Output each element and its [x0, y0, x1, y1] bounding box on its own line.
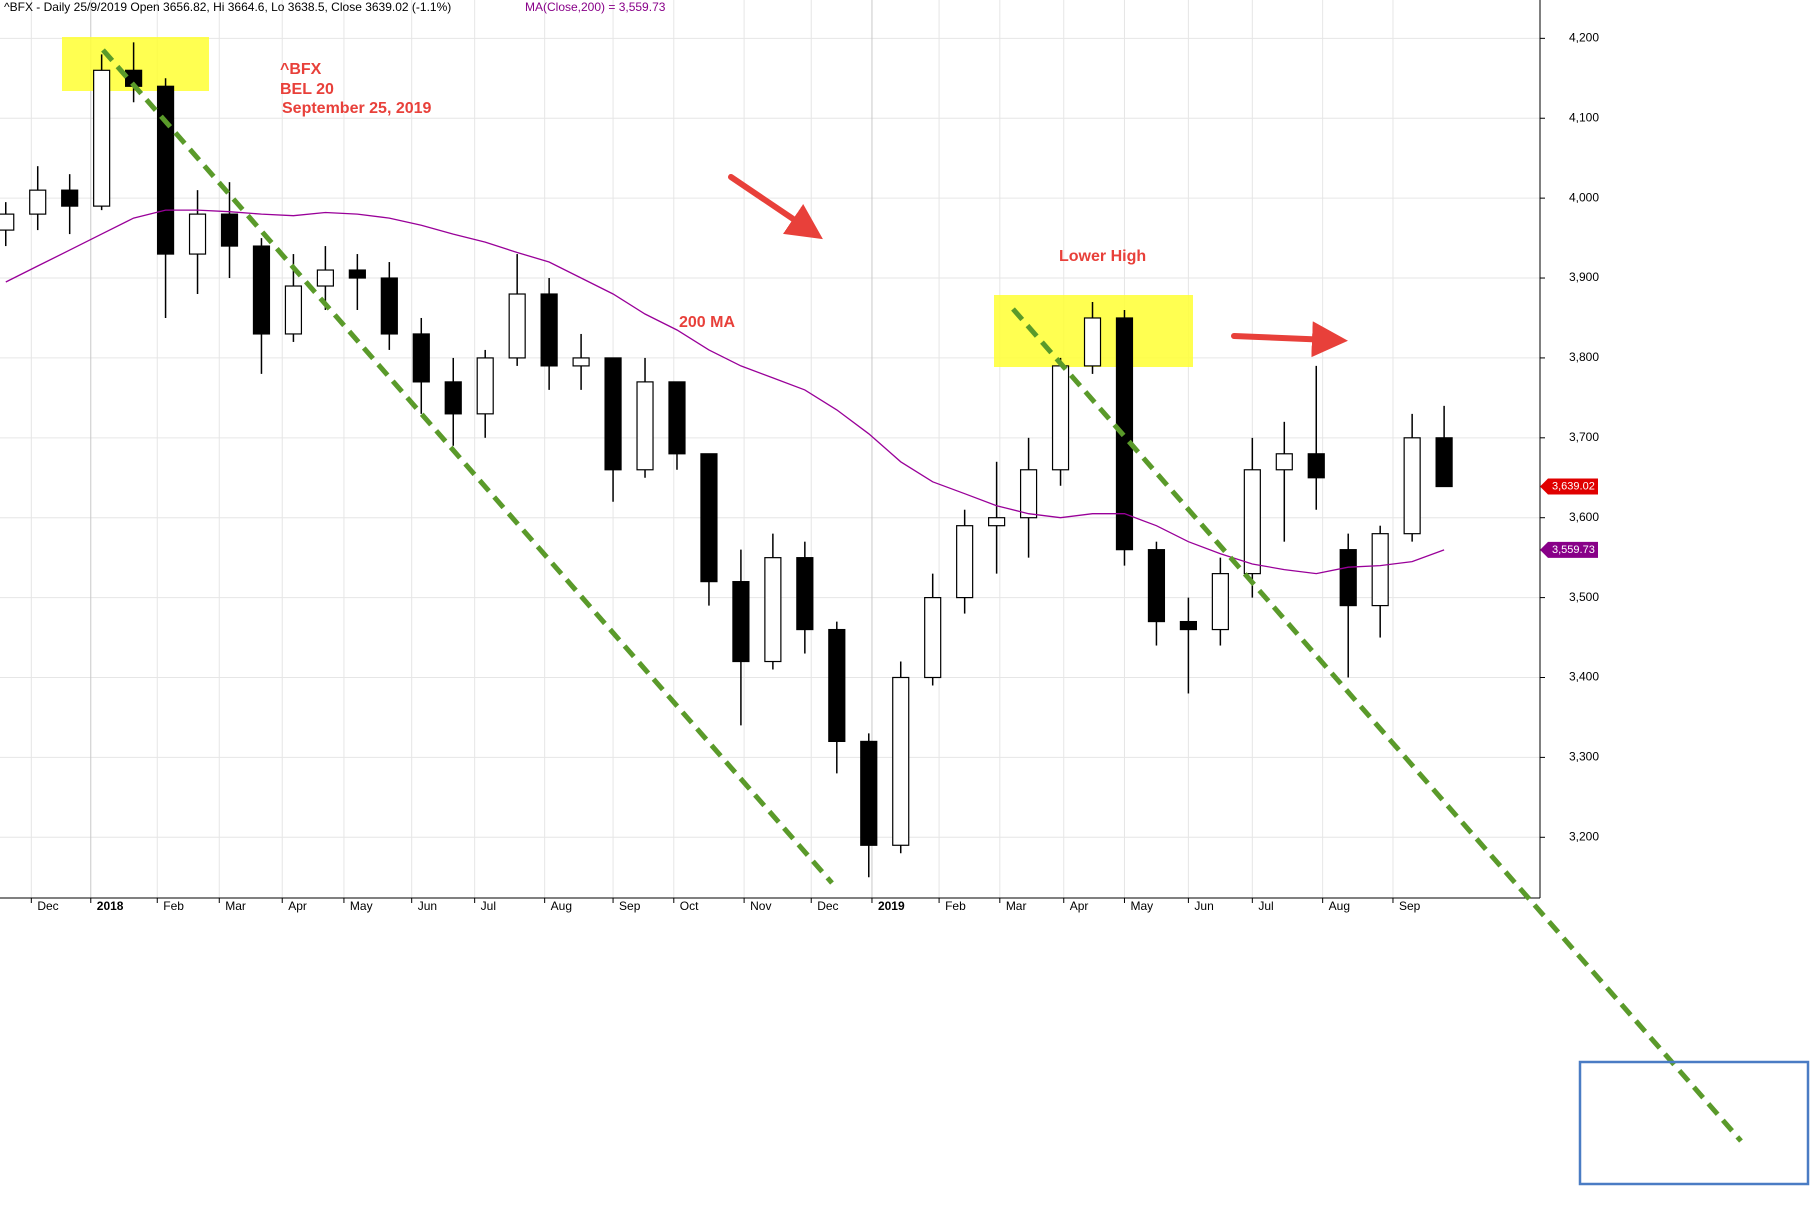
- annotation: September 25, 2019: [282, 100, 432, 117]
- candle-body: [924, 597, 942, 679]
- plot: 3,639.02 3,559.73: [0, 42, 1598, 878]
- candle-body: [700, 453, 718, 583]
- y-tick-label: 4,200: [1569, 31, 1599, 45]
- candle-body: [508, 293, 526, 359]
- candle-body: [348, 269, 366, 279]
- y-tick-label: 3,300: [1569, 750, 1599, 764]
- y-tick-label: 3,700: [1569, 430, 1599, 444]
- y-tick-label: 3,600: [1569, 510, 1599, 524]
- candle-body: [1307, 453, 1325, 479]
- trend-line: [101, 48, 834, 885]
- x-tick-label: Mar: [225, 899, 246, 913]
- x-tick-label: 2018: [97, 899, 124, 913]
- x-tick-label: Jun: [418, 899, 437, 913]
- chart-header: ^BFX - Daily 25/9/2019 Open 3656.82, Hi …: [4, 0, 451, 14]
- candle-body: [444, 381, 462, 415]
- candle-body: [956, 525, 974, 599]
- x-tick-label: Oct: [680, 899, 699, 913]
- target-box: [1578, 1060, 1810, 1186]
- x-tick-label: Sep: [619, 899, 641, 913]
- x-tick-label: Aug: [1329, 899, 1350, 913]
- x-tick-label: Sep: [1399, 899, 1421, 913]
- y-tick-label: 3,400: [1569, 670, 1599, 684]
- candle-body: [572, 357, 590, 367]
- arrow: [728, 174, 823, 240]
- ma-price-tag: [1540, 541, 1598, 558]
- candle-body: [1083, 317, 1102, 367]
- annotation: Lower High: [1059, 248, 1146, 265]
- candle-body: [668, 381, 686, 455]
- candle-body: [604, 357, 622, 471]
- candle-body: [764, 557, 782, 663]
- candle-body: [732, 581, 750, 663]
- ma-price-tag-label: 3,559.73: [1552, 544, 1595, 556]
- candle-body: [29, 189, 47, 215]
- x-tick-label: Jul: [481, 899, 496, 913]
- x-tick-label: Apr: [1070, 899, 1089, 913]
- y-tick-label: 4,100: [1569, 110, 1599, 124]
- candle-body: [1147, 549, 1166, 623]
- y-tick-label: 3,200: [1569, 829, 1599, 843]
- trend-line: [1011, 307, 1743, 1143]
- x-tick-label: May: [1130, 899, 1153, 913]
- candle-body: [156, 85, 175, 255]
- candle-body: [284, 285, 303, 335]
- candle-body: [316, 269, 334, 287]
- candle-body: [220, 213, 239, 247]
- candle-body: [1179, 620, 1198, 631]
- arrow: [1231, 321, 1348, 358]
- x-tick-label: 2019: [878, 899, 905, 913]
- last-price-tag: [1540, 478, 1598, 495]
- y-tick-label: 3,900: [1569, 270, 1599, 284]
- annotation: 200 MA: [679, 314, 735, 331]
- candle-body: [476, 357, 494, 415]
- x-tick-label: Dec: [37, 899, 58, 913]
- candle-body: [1275, 453, 1293, 471]
- x-tick-label: Mar: [1006, 899, 1027, 913]
- x-tick-label: Jul: [1258, 899, 1273, 913]
- x-tick-label: Aug: [551, 899, 572, 913]
- candle-body: [1211, 573, 1229, 631]
- candle-body: [636, 381, 654, 471]
- candle-body: [988, 517, 1006, 527]
- candle-body: [252, 245, 271, 335]
- candle-body: [828, 628, 846, 743]
- annotation: BEL 20: [280, 81, 334, 98]
- candle-body: [0, 213, 15, 231]
- x-tick-label: Dec: [817, 899, 838, 913]
- last-price-tag-label: 3,639.02: [1552, 480, 1595, 492]
- x-tick-label: Jun: [1194, 899, 1213, 913]
- ma-line: [5, 209, 1445, 575]
- candle-body: [1019, 469, 1038, 519]
- candle-body: [1371, 533, 1389, 607]
- candle-body: [1339, 549, 1357, 607]
- y-tick-label: 3,500: [1569, 590, 1599, 604]
- candle-body: [1051, 365, 1070, 471]
- x-tick-label: Feb: [163, 899, 184, 913]
- candle-body: [1403, 437, 1421, 535]
- annotation: ^BFX: [280, 61, 322, 78]
- candle-body: [1435, 437, 1453, 488]
- y-tick-label: 4,000: [1569, 190, 1599, 204]
- candle-body: [61, 189, 79, 207]
- x-tick-label: May: [350, 899, 373, 913]
- y-tick-label: 3,800: [1569, 350, 1599, 364]
- candle-body: [380, 277, 398, 335]
- candle-body: [796, 557, 814, 631]
- candle-body: [860, 740, 878, 846]
- candle-body: [1243, 469, 1261, 575]
- x-tick-label: Nov: [750, 899, 771, 913]
- x-tick-label: Apr: [288, 899, 307, 913]
- x-tick-label: Feb: [945, 899, 966, 913]
- ma-header: MA(Close,200) = 3,559.73: [525, 0, 666, 14]
- candle-body: [540, 293, 558, 367]
- candle-body: [188, 213, 207, 255]
- candle-body: [892, 676, 910, 846]
- candle-body: [93, 69, 111, 207]
- candle-body: [412, 333, 430, 383]
